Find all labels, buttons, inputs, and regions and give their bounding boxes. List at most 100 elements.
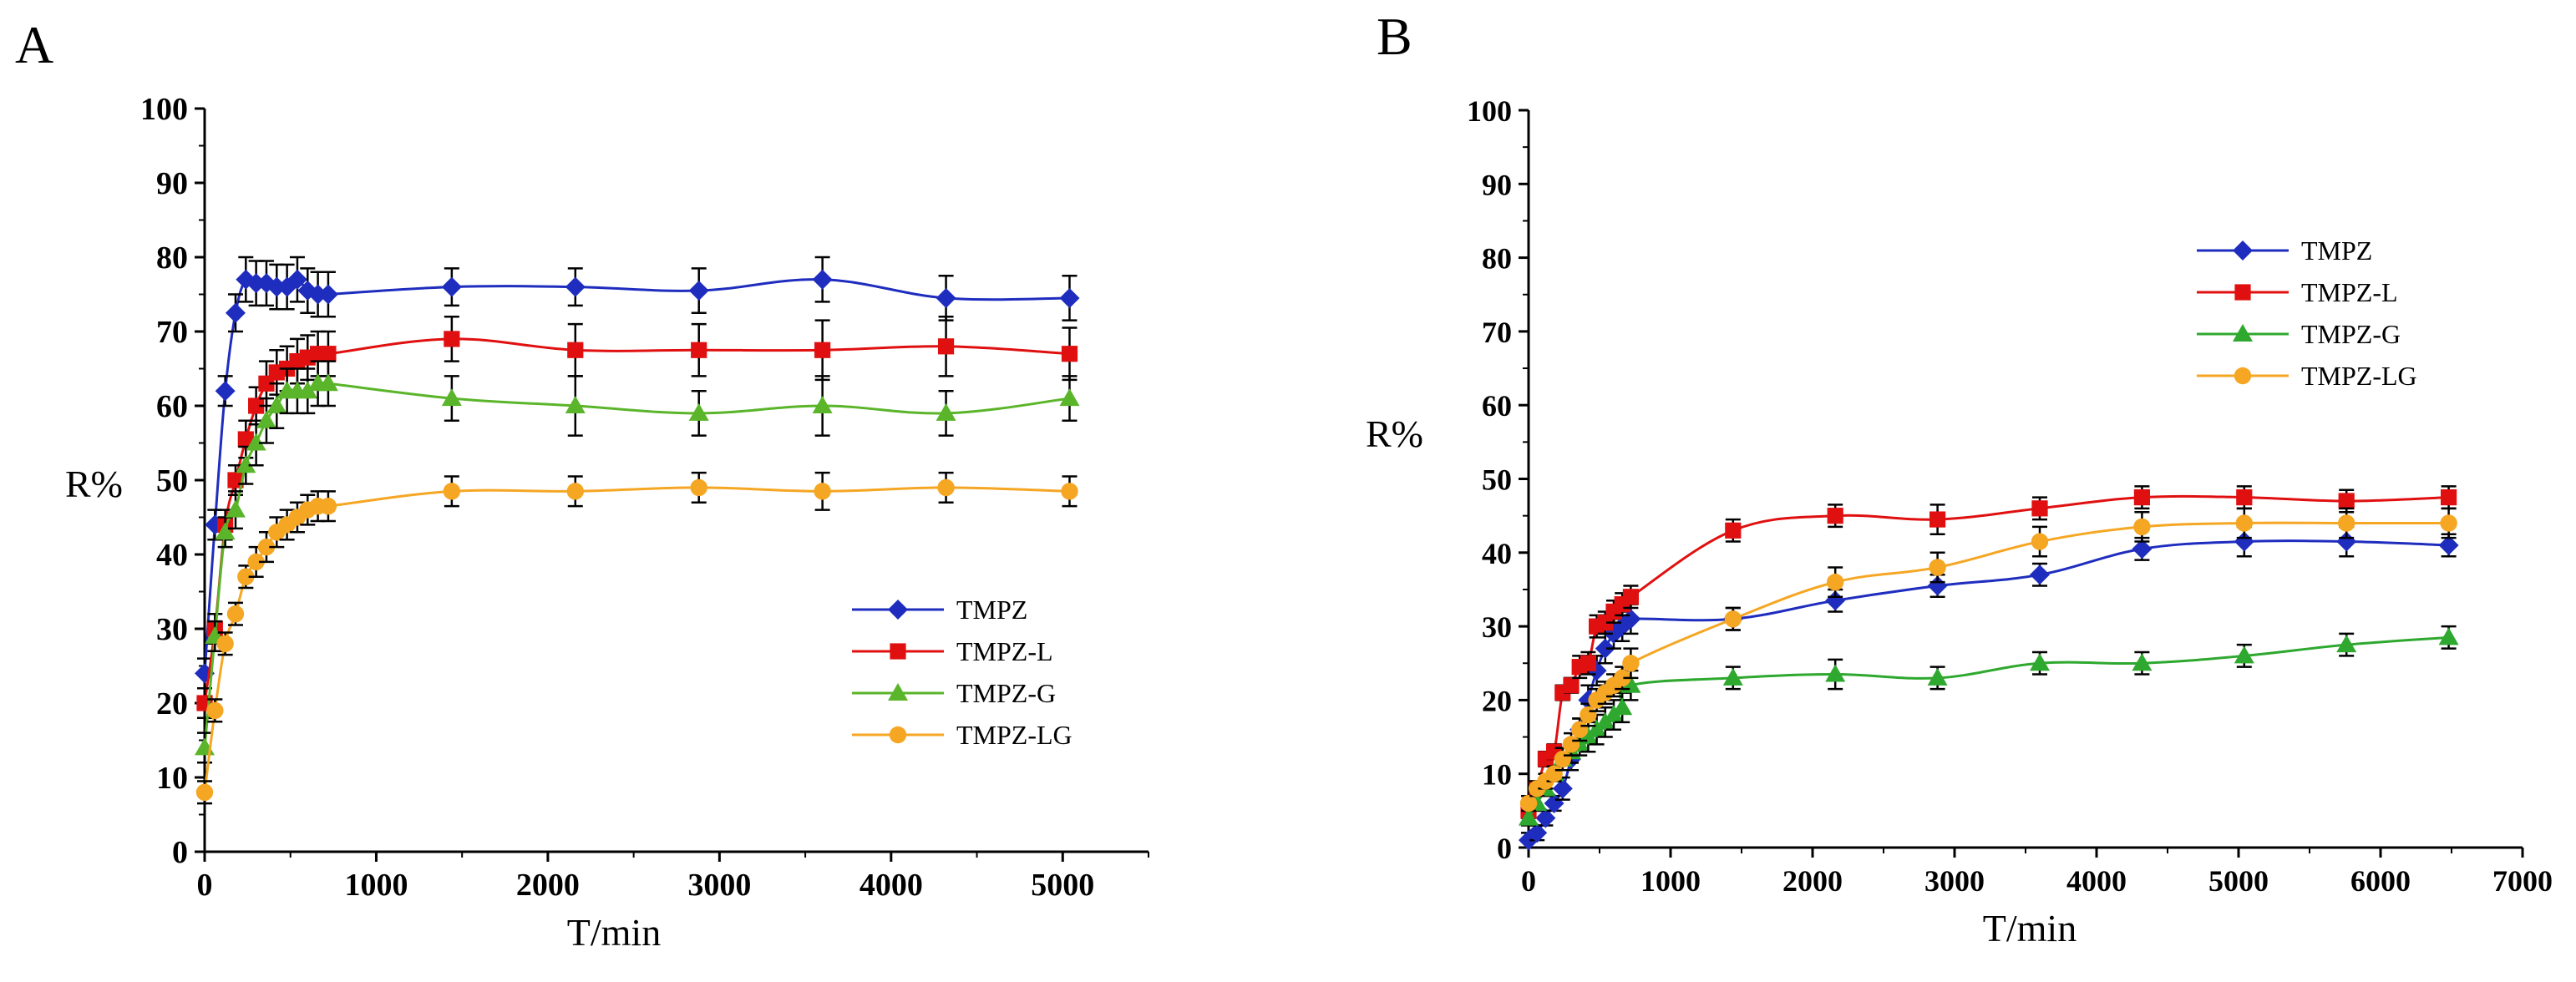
b-x-tick-label: 0 — [1521, 864, 1536, 898]
b-series-tmpz-lg — [1519, 507, 2457, 812]
b-point-tmpz-lg — [2031, 533, 2049, 550]
a-y-tick-label: 50 — [156, 463, 188, 499]
a-point-tmpz — [287, 269, 307, 290]
b-point-tmpz-l — [1580, 655, 1596, 671]
a-point-tmpz-l — [444, 331, 460, 347]
b-legend-label-tmpz-lg: TMPZ-LG — [2301, 361, 2417, 391]
b-series-line-tmpz-g — [1527, 635, 2449, 819]
b-series-tmpz-l — [1520, 485, 2457, 819]
a-point-tmpz-g — [688, 402, 709, 421]
a-point-tmpz-lg — [237, 568, 255, 585]
b-point-tmpz-l — [1622, 589, 1639, 605]
b-point-tmpz — [1927, 575, 1948, 596]
b-point-tmpz-lg — [1580, 706, 1597, 724]
b-point-tmpz-lg — [2235, 514, 2253, 532]
a-y-tick-label: 100 — [140, 92, 188, 127]
b-point-tmpz-lg — [2440, 514, 2457, 532]
a-series-tmpz-lg — [195, 471, 1078, 805]
a-point-tmpz-g — [256, 410, 276, 428]
a-series-tmpz-g — [195, 360, 1080, 764]
a-y-tick-label: 30 — [156, 612, 188, 647]
a-point-tmpz-lg — [216, 635, 234, 652]
a-point-tmpz-lg — [566, 483, 584, 500]
a-point-tmpz-g — [1059, 388, 1080, 407]
a-point-tmpz-g — [441, 388, 462, 407]
a-x-tick-label: 4000 — [860, 868, 923, 903]
a-point-tmpz-g — [565, 396, 586, 413]
a-point-tmpz-lg — [206, 701, 224, 720]
b-point-tmpz — [1825, 590, 1846, 611]
a-point-tmpz-g — [266, 396, 287, 413]
a-point-tmpz — [1059, 287, 1080, 308]
a-point-tmpz-g — [246, 433, 266, 451]
b-point-tmpz-l — [2031, 500, 2048, 517]
a-point-tmpz-g — [236, 455, 256, 473]
b-point-tmpz-l — [1563, 677, 1580, 694]
b-series-tmpz-g — [1519, 625, 2459, 827]
b-x-tick-label: 2000 — [1782, 864, 1843, 898]
a-point-tmpz-g — [225, 499, 246, 518]
b-y-tick-label: 30 — [1482, 610, 1512, 644]
a-legend-marker-tmpz-g — [888, 683, 908, 701]
a-point-tmpz-g — [215, 522, 236, 540]
b-point-tmpz-l — [1827, 508, 1843, 524]
b-legend-marker-tmpz — [2233, 240, 2253, 261]
a-legend-marker-tmpz-lg — [889, 726, 907, 744]
b-point-tmpz-lg — [1545, 765, 1563, 782]
a-point-tmpz-lg — [937, 478, 955, 497]
b-point-tmpz-g — [2438, 627, 2459, 645]
b-point-tmpz-lg — [1571, 721, 1589, 738]
b-point-tmpz-l — [1725, 522, 1742, 539]
a-point-tmpz — [317, 284, 338, 305]
a-legend-marker-tmpz-l — [890, 643, 906, 660]
a-point-tmpz-l — [237, 431, 254, 448]
b-point-tmpz — [1620, 609, 1641, 630]
b-y-tick-label: 100 — [1467, 94, 1512, 128]
b-point-tmpz-lg — [2133, 518, 2151, 536]
b-y-tick-label: 80 — [1482, 242, 1512, 276]
a-x-axis-title: T/min — [567, 911, 661, 954]
a-series-line-tmpz-lg — [203, 486, 1070, 792]
b-series-line-tmpz-l — [1527, 494, 2449, 812]
a-point-tmpz-l — [937, 338, 955, 355]
b-point-tmpz-g — [2336, 635, 2357, 653]
b-x-tick-label: 1000 — [1640, 864, 1701, 898]
a-point-tmpz-g — [936, 402, 956, 421]
a-point-tmpz — [307, 284, 328, 305]
a-point-tmpz-g — [317, 373, 338, 392]
b-point-tmpz — [1527, 823, 1548, 843]
a-point-tmpz — [215, 381, 236, 402]
a-y-tick-label: 60 — [156, 389, 188, 424]
panel-label-b: B — [1377, 7, 1412, 66]
a-point-tmpz-lg — [247, 553, 265, 571]
b-y-tick-label: 20 — [1482, 684, 1512, 717]
b-point-tmpz-l — [2133, 488, 2150, 506]
b-point-tmpz-g — [1927, 667, 1948, 686]
b-point-tmpz — [2336, 531, 2357, 552]
b-point-tmpz-lg — [1614, 669, 1631, 687]
a-point-tmpz-lg — [226, 605, 245, 623]
a-x-tick-label: 3000 — [687, 868, 751, 903]
b-point-tmpz — [2030, 564, 2050, 585]
a-x-tick-label: 0 — [197, 868, 213, 903]
a-y-tick-label: 70 — [156, 315, 188, 350]
b-point-tmpz — [1552, 778, 1573, 799]
b-point-tmpz-lg — [1554, 750, 1572, 768]
b-point-tmpz — [2438, 534, 2459, 555]
b-point-tmpz — [2132, 539, 2153, 559]
a-point-tmpz-lg — [690, 478, 707, 497]
b-point-tmpz-l — [2236, 488, 2253, 506]
b-series-line-tmpz — [1528, 539, 2449, 842]
b-point-tmpz-l — [2441, 488, 2457, 506]
b-legend-label-tmpz-g: TMPZ-G — [2301, 319, 2401, 349]
a-point-tmpz-l — [1061, 346, 1078, 362]
a-point-tmpz-lg — [443, 483, 461, 500]
b-point-tmpz — [2234, 531, 2254, 552]
a-legend: TMPZ TMPZ-L TMPZ-G TMPZ-LG — [852, 595, 1072, 750]
b-x-axis-title: T/min — [1983, 907, 2077, 949]
b-point-tmpz-g — [2030, 653, 2050, 671]
a-x-tick-label: 5000 — [1031, 868, 1094, 903]
